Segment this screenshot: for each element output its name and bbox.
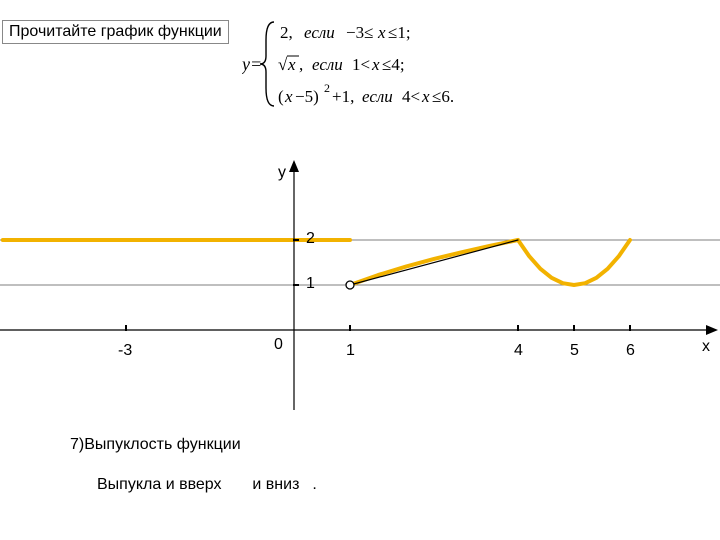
svg-text:2: 2 [324, 81, 330, 95]
svg-text:x: x [371, 55, 380, 74]
svg-text:если: если [304, 23, 335, 42]
function-chart: y x 0 -3 1 4 5 6 1 2 [0, 160, 720, 410]
xtick-6: 6 [626, 342, 635, 360]
xtick-5: 5 [570, 342, 579, 360]
page-title: Прочитайте график функции [2, 20, 229, 44]
svg-text:≤4;: ≤4; [382, 55, 405, 74]
xtick-4: 4 [514, 342, 523, 360]
svg-text:2,: 2, [280, 23, 293, 42]
answer-part1: Выпукла и вверх [97, 476, 222, 493]
svg-text:−3≤: −3≤ [346, 23, 373, 42]
svg-text:если: если [312, 55, 343, 74]
answer-line: Выпукла и вверх и вниз . [97, 476, 317, 494]
ytick-1: 1 [306, 275, 315, 293]
svg-text:x: x [377, 23, 386, 42]
y-axis-label: y [278, 164, 286, 182]
xtick--3: -3 [118, 342, 132, 360]
svg-text:1<: 1< [352, 55, 370, 74]
svg-text:y=: y= [242, 54, 262, 74]
svg-text:,: , [299, 55, 303, 74]
origin-label: 0 [274, 336, 283, 354]
answer-part2: и вниз [252, 476, 299, 493]
svg-text:(: ( [278, 87, 284, 106]
answer-dot: . [312, 476, 316, 493]
svg-text:x: x [421, 87, 430, 106]
xtick-1: 1 [346, 342, 355, 360]
svg-text:x: x [284, 87, 293, 106]
svg-text:−5): −5) [295, 87, 319, 106]
svg-text:x: x [287, 55, 296, 74]
question-line: 7)Выпуклость функции [70, 436, 241, 454]
svg-text:√: √ [278, 55, 288, 74]
svg-text:≤1;: ≤1; [388, 23, 411, 42]
svg-text:если: если [362, 87, 393, 106]
formula-block: y= 2, если −3≤ x ≤1; √ x , если 1< x ≤4;… [242, 14, 502, 114]
svg-text:4<: 4< [402, 87, 420, 106]
x-axis-label: x [702, 338, 710, 356]
ytick-2: 2 [306, 230, 315, 248]
svg-text:≤6.: ≤6. [432, 87, 454, 106]
svg-text:+1,: +1, [332, 87, 354, 106]
